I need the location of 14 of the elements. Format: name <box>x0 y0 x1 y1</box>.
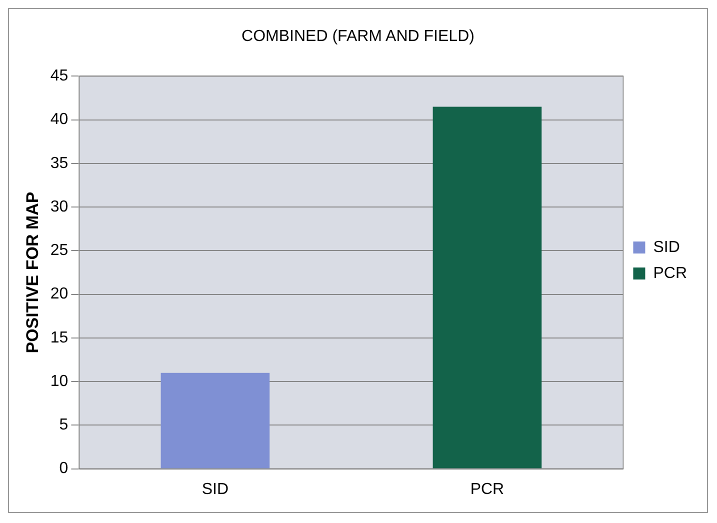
y-tick-label: 35 <box>50 154 68 172</box>
legend-label: PCR <box>653 264 687 282</box>
y-tick-label: 15 <box>50 329 68 346</box>
legend-label: SID <box>653 238 680 256</box>
y-tick-label: 10 <box>50 372 68 390</box>
y-tick-label: 45 <box>50 68 68 85</box>
y-tick-label: 5 <box>59 416 68 434</box>
y-tick-label: 30 <box>50 198 68 216</box>
y-tick-label: 20 <box>50 286 68 303</box>
y-tick-label: 0 <box>59 460 68 478</box>
y-tick-label: 25 <box>50 242 68 260</box>
y-tick-label: 40 <box>50 111 68 128</box>
chart-title: COMBINED (FARM AND FIELD) <box>242 28 474 46</box>
y-axis-title: POSITIVE FOR MAP <box>22 192 42 354</box>
